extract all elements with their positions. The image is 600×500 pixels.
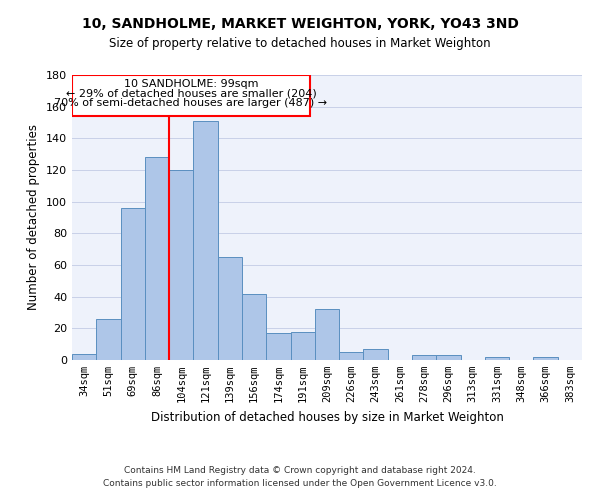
Bar bbox=[436, 355, 461, 360]
Bar bbox=[485, 357, 509, 360]
Bar bbox=[242, 294, 266, 360]
Text: Contains HM Land Registry data © Crown copyright and database right 2024.
Contai: Contains HM Land Registry data © Crown c… bbox=[103, 466, 497, 487]
Bar bbox=[72, 354, 96, 360]
Y-axis label: Number of detached properties: Number of detached properties bbox=[28, 124, 40, 310]
Bar bbox=[315, 310, 339, 360]
Bar bbox=[412, 355, 436, 360]
X-axis label: Distribution of detached houses by size in Market Weighton: Distribution of detached houses by size … bbox=[151, 410, 503, 424]
Bar bbox=[96, 319, 121, 360]
Bar bbox=[266, 333, 290, 360]
Text: ← 29% of detached houses are smaller (204): ← 29% of detached houses are smaller (20… bbox=[65, 88, 316, 99]
Bar bbox=[218, 257, 242, 360]
Bar bbox=[290, 332, 315, 360]
Bar bbox=[533, 357, 558, 360]
Bar bbox=[339, 352, 364, 360]
Text: 70% of semi-detached houses are larger (487) →: 70% of semi-detached houses are larger (… bbox=[55, 98, 328, 108]
Bar bbox=[193, 121, 218, 360]
Bar bbox=[169, 170, 193, 360]
Bar bbox=[364, 349, 388, 360]
Text: 10, SANDHOLME, MARKET WEIGHTON, YORK, YO43 3ND: 10, SANDHOLME, MARKET WEIGHTON, YORK, YO… bbox=[82, 18, 518, 32]
Bar bbox=[121, 208, 145, 360]
Text: Size of property relative to detached houses in Market Weighton: Size of property relative to detached ho… bbox=[109, 38, 491, 51]
Bar bbox=[72, 75, 310, 116]
Text: 10 SANDHOLME: 99sqm: 10 SANDHOLME: 99sqm bbox=[124, 79, 258, 89]
Bar bbox=[145, 158, 169, 360]
